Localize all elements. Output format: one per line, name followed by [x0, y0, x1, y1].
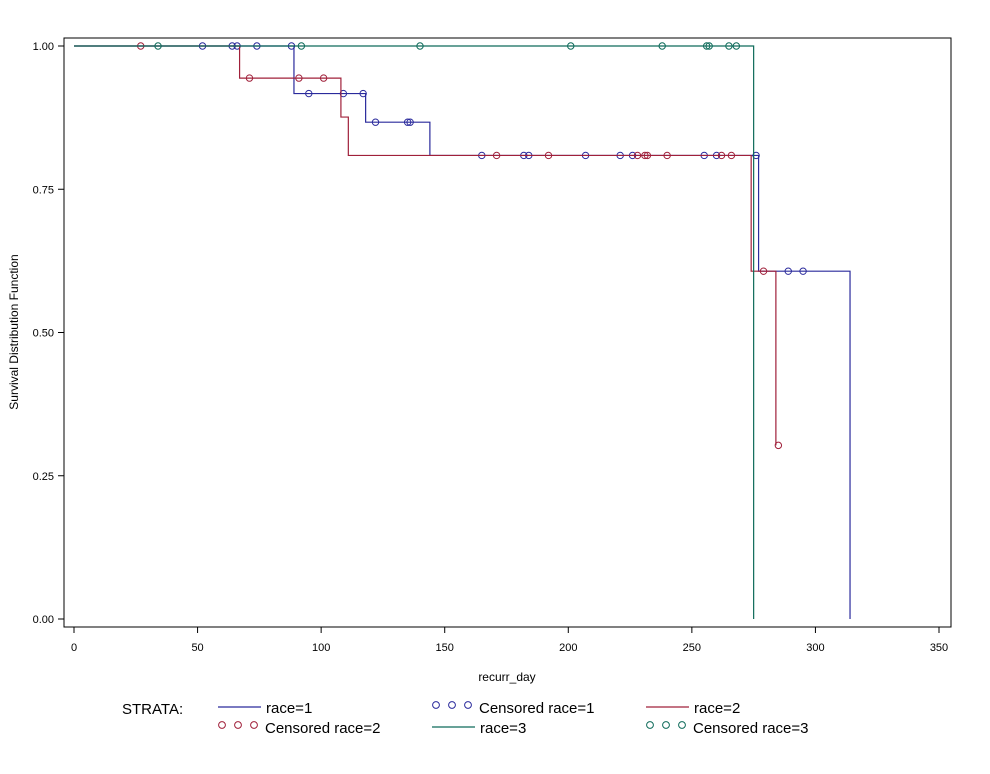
legend-marker-swatch [464, 701, 472, 709]
y-tick-label: 0.25 [33, 471, 54, 483]
series-3-censored-marker [658, 42, 666, 50]
legend-title: STRATA: [122, 701, 183, 718]
series-1-censored-marker [371, 118, 380, 126]
series-2-censored-marker [641, 151, 649, 160]
x-tick-label: 50 [191, 642, 203, 654]
series-3-censored-marker [416, 42, 424, 50]
legend-marker-swatch [250, 721, 258, 729]
series-2-censored-marker [727, 151, 736, 160]
legend-marker-swatch [662, 721, 670, 729]
y-tick-label: 0.50 [33, 328, 54, 340]
legend-marker-swatch [448, 701, 456, 709]
y-tick-label: 0.75 [33, 184, 54, 196]
series-3-censored-marker [297, 42, 306, 50]
series-2-censored-marker [544, 151, 553, 160]
series-1-censored-marker [752, 151, 760, 160]
y-tick-label: 0.00 [33, 614, 54, 626]
series-3-step-line [74, 45, 755, 619]
series-2-censored-marker [717, 151, 726, 160]
legend-entry-label: Censored race=2 [265, 720, 381, 737]
legend-marker-swatch [678, 721, 686, 729]
legend-entry-label: Censored race=1 [479, 700, 595, 717]
x-tick-label: 100 [312, 642, 330, 654]
x-tick-label: 200 [559, 642, 577, 654]
series-3-censored-marker [702, 42, 711, 50]
series-1-censored-marker [305, 89, 313, 98]
series-1-step-line [74, 45, 851, 619]
plot-frame [63, 37, 952, 628]
legend-entry-label: race=2 [694, 700, 740, 717]
series-2-censored-marker [774, 441, 783, 450]
legend-marker-swatch [646, 721, 654, 729]
series-1-censored-marker [799, 267, 807, 275]
series-1-censored-marker [339, 89, 348, 98]
x-tick-label: 150 [436, 642, 454, 654]
legend-marker-swatch [432, 701, 440, 709]
series-2-censored-marker [663, 151, 671, 160]
series-2-censored-marker [295, 74, 303, 82]
legend-entry-label: race=1 [266, 700, 312, 717]
series-layer [74, 42, 851, 619]
series-1-censored-marker [403, 118, 412, 126]
series-1-censored-marker [406, 118, 414, 126]
legend-marker-swatch [234, 721, 242, 729]
x-axis: 0 50 100 150 200 250 300 350 [71, 627, 948, 654]
legend-entry-label: Censored race=3 [693, 720, 809, 737]
series-2-censored-marker [492, 151, 501, 160]
x-axis-title: recurr_day [478, 670, 535, 684]
legend-marker-swatch [218, 721, 226, 729]
series-3-censored-marker [732, 42, 741, 50]
series-3-censored-marker [154, 42, 162, 50]
series-2-censored-marker [319, 74, 328, 82]
legend-entry-label: race=3 [480, 720, 526, 737]
y-axis-title: Survival Distribution Function [7, 254, 21, 409]
y-axis: 0.00 0.25 0.50 0.75 1.00 [33, 41, 64, 626]
series-2-censored-marker [759, 267, 768, 275]
series-1-censored-marker [359, 89, 367, 98]
series-2-censored-marker [643, 151, 652, 160]
series-2-censored-marker [633, 151, 642, 160]
series-2-step-line [74, 45, 777, 446]
x-tick-label: 0 [71, 642, 77, 654]
legend: race=1 Censored race=1 race=2 Censored race… [218, 700, 809, 737]
series-3-censored-marker [725, 42, 733, 50]
series-3-censored-marker [705, 42, 713, 50]
series-3-censored-marker [567, 42, 575, 50]
series-2-censored-marker [245, 74, 254, 82]
series-1-censored-marker [784, 267, 792, 275]
x-tick-label: 250 [683, 642, 701, 654]
x-tick-label: 300 [806, 642, 824, 654]
x-tick-label: 350 [930, 642, 948, 654]
y-tick-label: 1.00 [33, 41, 54, 53]
